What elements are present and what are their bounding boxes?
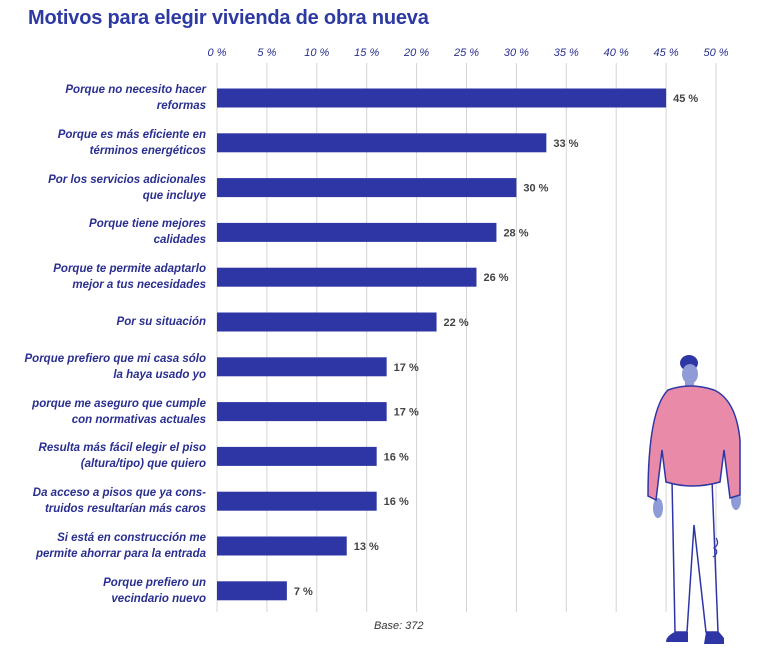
category-label-line: Da acceso a pisos que ya cons- — [32, 487, 206, 500]
bar — [217, 178, 517, 198]
category-label-line: Por los servicios adicionales — [48, 173, 206, 186]
bar — [217, 402, 387, 422]
category-label: Resulta más fácil elegir el piso (altura/… — [20, 440, 206, 472]
category-label-line: Porque te permite adaptarlo — [53, 263, 206, 276]
bar — [217, 491, 377, 511]
bar-value-label: 26 % — [483, 272, 508, 284]
gridlines — [216, 63, 717, 612]
bar — [217, 446, 377, 466]
category-label-line: porque me aseguro que cumple — [32, 397, 206, 410]
category-label-line: Porque tiene mejores — [89, 218, 206, 231]
category-label-line: calidades — [153, 234, 206, 247]
category-label: Porque tiene mejores calidades — [20, 216, 206, 248]
category-label: Por los servicios adicionales que incluye — [20, 172, 206, 204]
bar — [217, 581, 287, 601]
base-note: Base: 372 — [374, 620, 424, 632]
x-tick-label: 45 % — [654, 47, 679, 59]
x-axis-ticks: 0 % 5 % 10 % 15 % 20 % 25 % 30 % 35 % 40 % 45 % 50… — [208, 47, 729, 59]
bars — [217, 88, 667, 601]
bar-value-label: 7 % — [294, 586, 313, 598]
x-tick-label: 30 % — [504, 47, 529, 59]
category-label-line: Resulta más fácil elegir el piso — [38, 442, 206, 455]
category-label: Por su situación — [20, 314, 206, 330]
category-label-line: con normativas actuales — [71, 413, 206, 426]
category-label-line: (altura/tipo) que quiero — [80, 458, 206, 471]
category-label-line: Porque no necesito hacer — [65, 84, 206, 96]
bar — [217, 222, 497, 242]
category-label-line: vecindario nuevo — [111, 592, 206, 605]
category-label-line: Porque es más eficiente en — [57, 128, 206, 141]
bar-value-label: 13 % — [354, 541, 379, 553]
bar-value-label: 22 % — [444, 317, 469, 329]
category-label-line: truidos resultarían más caros — [44, 503, 206, 516]
category-label-line: Por su situación — [116, 316, 206, 328]
category-label-line: que incluye — [142, 189, 206, 202]
bar-value-label: 33 % — [553, 138, 578, 150]
bar-value-label: 16 % — [384, 496, 409, 508]
x-tick-label: 15 % — [354, 47, 379, 59]
x-tick-label: 25 % — [453, 47, 479, 59]
x-tick-label: 10 % — [304, 47, 329, 59]
category-label-line: Porque prefiero un — [103, 576, 206, 589]
category-label-line: mejor a tus necesidades — [72, 279, 206, 292]
bar-value-label: 16 % — [384, 451, 409, 463]
category-label-line: Porque prefiero que mi casa sólo — [24, 352, 207, 365]
category-label-line: reformas — [156, 100, 206, 112]
category-label-line: la haya usado yo — [113, 368, 206, 381]
category-label: Porque prefiero que mi casa sólo la haya … — [20, 351, 207, 383]
value-labels: 45 % 33 % 30 % 28 % 26 % 22 % 17 % 17 % 16 % 16 %… — [294, 93, 699, 598]
category-label: Porque prefiero un vecindario nuevo — [20, 575, 206, 607]
x-tick-label: 35 % — [554, 47, 579, 59]
category-label-line: permite ahorrar para la entrada — [35, 548, 206, 560]
bar — [217, 88, 667, 108]
category-label: Si está en construcción me permite ahorra… — [20, 530, 206, 562]
bar — [217, 357, 387, 377]
bar-value-label: 17 % — [394, 362, 419, 374]
x-tick-label: 5 % — [257, 47, 276, 59]
category-label-line: Si está en construcción me — [57, 532, 206, 544]
bar — [217, 312, 437, 332]
category-label-line: términos energéticos — [89, 144, 206, 157]
bar-value-label: 17 % — [394, 407, 419, 419]
bar-value-label: 30 % — [523, 183, 548, 195]
category-label: Da acceso a pisos que ya cons-truidos re… — [20, 485, 206, 517]
x-tick-label: 50 % — [703, 47, 728, 59]
x-tick-label: 0 % — [208, 47, 227, 59]
bar-value-label: 28 % — [503, 227, 528, 239]
person-illustration — [647, 355, 741, 644]
category-label: Porque es más eficiente en términos energ… — [20, 127, 206, 159]
bar — [217, 536, 347, 556]
x-tick-label: 40 % — [604, 47, 629, 59]
bar — [217, 133, 547, 153]
chart-title: Motivos para elegir vivienda de obra nue… — [28, 7, 429, 29]
category-label: porque me aseguro que cumple con normativ… — [20, 396, 206, 428]
bar — [217, 267, 477, 287]
bar-value-label: 45 % — [673, 93, 698, 105]
x-tick-label: 20 % — [403, 47, 429, 59]
category-label: Porque no necesito hacer reformas — [20, 82, 206, 114]
category-label: Porque te permite adaptarlo mejor a tus n… — [20, 261, 206, 293]
